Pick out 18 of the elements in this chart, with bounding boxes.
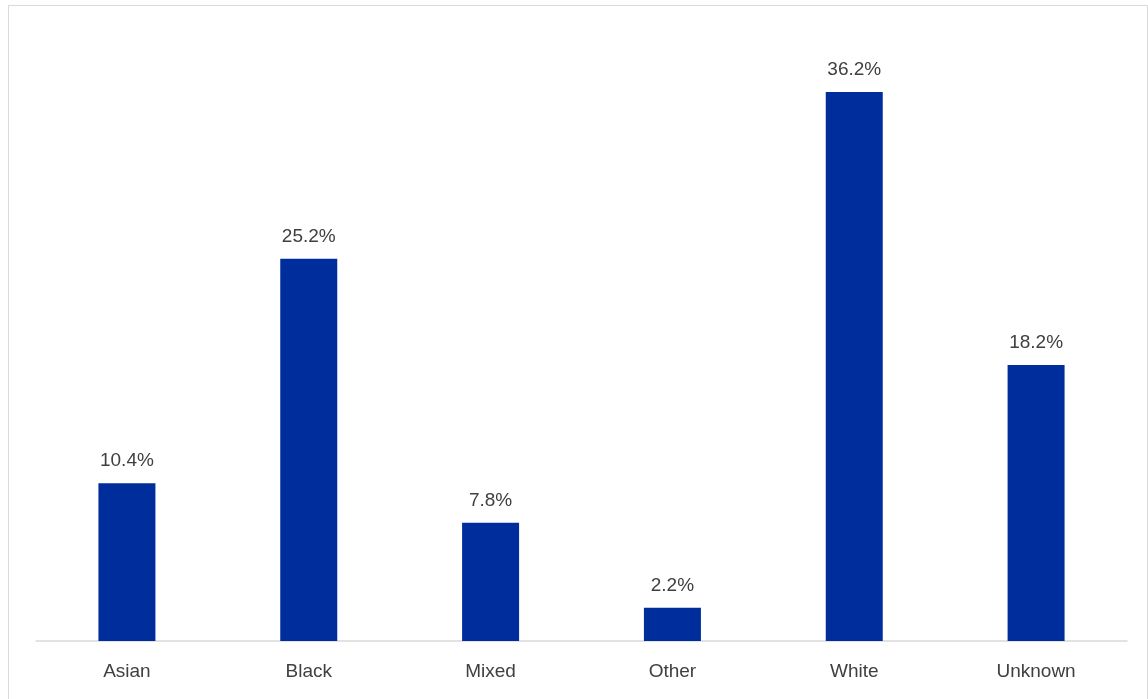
data-label: 10.4% (99, 449, 154, 471)
bar (280, 258, 338, 641)
data-label: 2.2% (650, 573, 695, 595)
bar (98, 483, 156, 641)
bar (1007, 364, 1065, 641)
bar (825, 92, 883, 641)
x-tick-label: Black (285, 660, 333, 681)
bar (643, 607, 701, 641)
x-tick-label: Asian (103, 660, 151, 681)
data-label: 7.8% (468, 488, 513, 510)
x-tick-label: Unknown (996, 660, 1076, 681)
bar (462, 522, 520, 641)
x-tick-label: White (829, 660, 879, 681)
data-label: 36.2% (827, 58, 882, 79)
x-tick-label: Mixed (465, 660, 516, 681)
data-label: 18.2% (1009, 330, 1064, 352)
data-label: 25.2% (281, 224, 336, 246)
x-tick-label: Other (648, 660, 697, 681)
